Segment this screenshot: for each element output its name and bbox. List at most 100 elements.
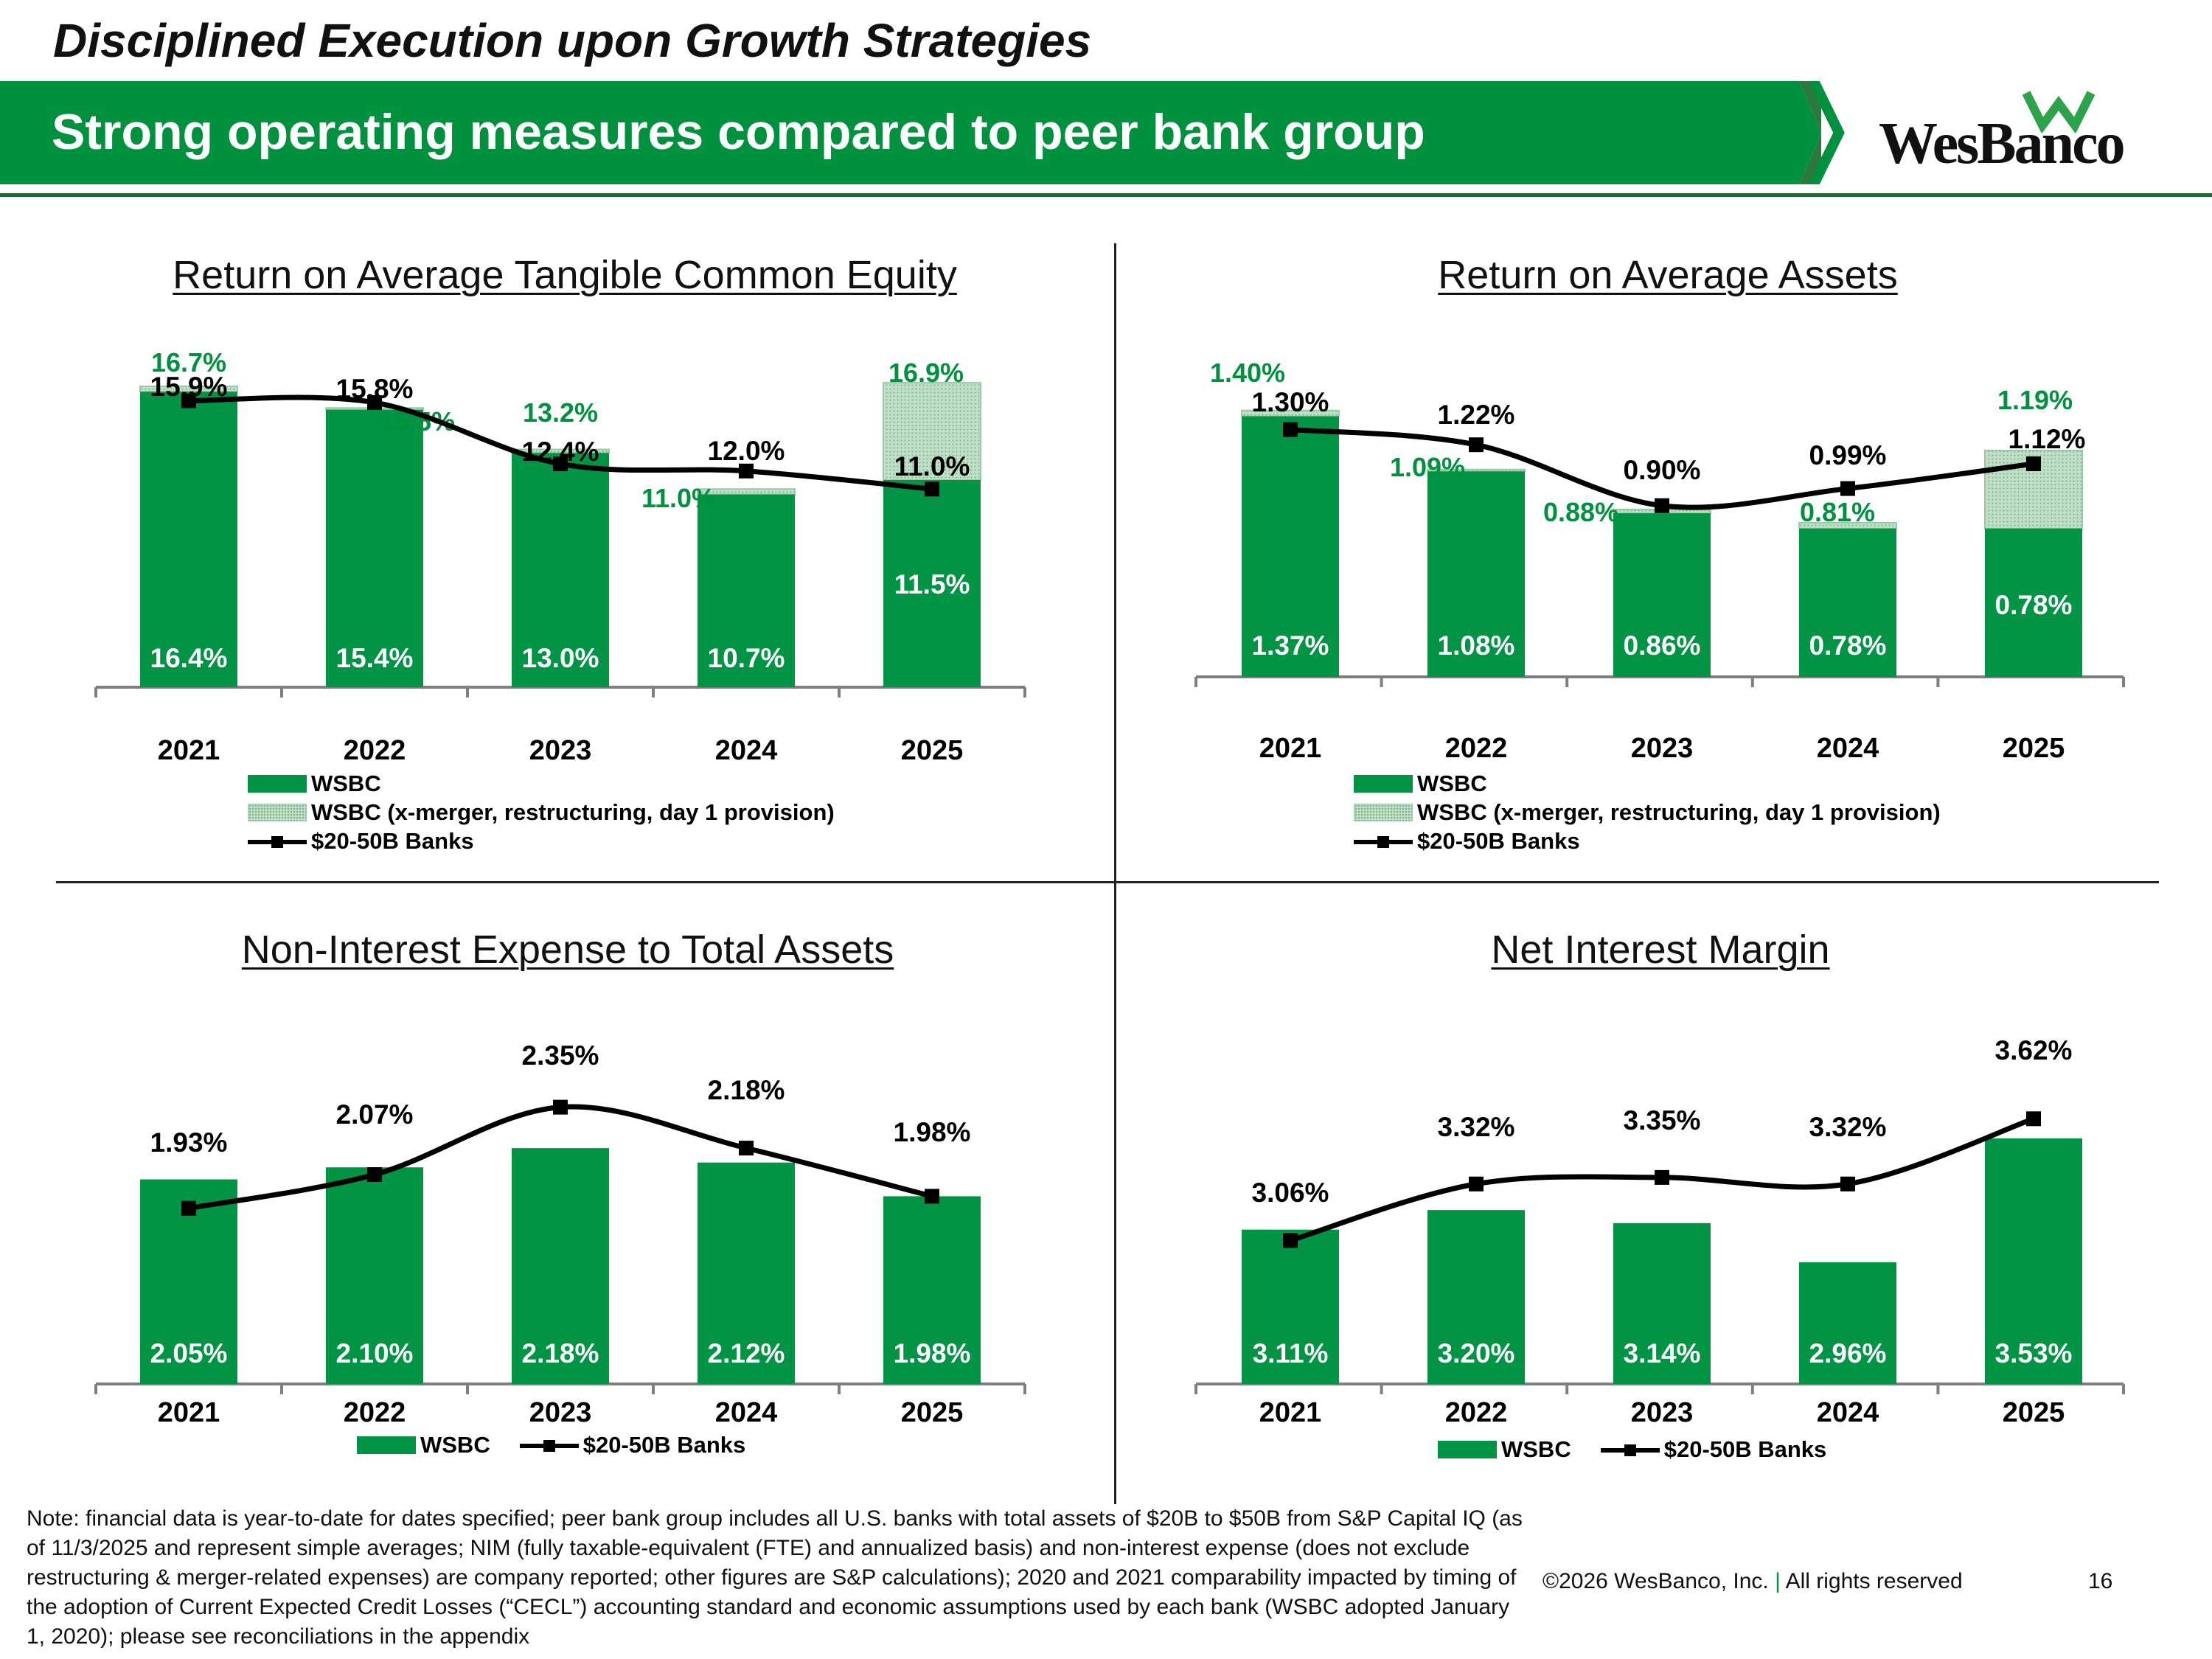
adjusted-data-label: 0.81% xyxy=(1800,497,1875,527)
peer-marker xyxy=(1655,1169,1669,1185)
wsbc-data-label: 11.5% xyxy=(894,569,970,599)
peer-marker xyxy=(925,481,939,497)
footnote: Note: financial data is year-to-date for… xyxy=(27,1506,1523,1649)
peer-marker xyxy=(181,1200,196,1216)
legend-item-peers: $20-50B Banks xyxy=(582,1431,746,1458)
footer-separator: | xyxy=(1775,1569,1781,1593)
category-label: 2024 xyxy=(715,735,778,766)
category-label: 2021 xyxy=(1259,733,1322,764)
wsbc-data-label: 3.14% xyxy=(1624,1338,1701,1368)
peer-marker xyxy=(1283,422,1298,437)
adjusted-data-label: 1.19% xyxy=(1997,385,2073,415)
adjusted-data-label: 1.09% xyxy=(1390,452,1465,482)
wsbc-data-label: 3.11% xyxy=(1253,1338,1329,1368)
wsbc-bar xyxy=(1242,1229,1339,1384)
wsbc-bar xyxy=(1242,416,1339,677)
wsbc-bar xyxy=(883,1196,981,1384)
category-label: 2024 xyxy=(1817,733,1879,764)
peer-marker xyxy=(739,463,754,479)
wsbc-bar xyxy=(512,453,609,687)
adjusted-data-label: 16.7% xyxy=(151,347,226,378)
legend-swatch-wsbc xyxy=(357,1436,416,1454)
category-label: 2021 xyxy=(1259,1397,1322,1428)
wsbc-data-label: 3.20% xyxy=(1438,1338,1515,1368)
legend-swatch-adjusted xyxy=(1354,803,1413,821)
category-label: 2025 xyxy=(2003,733,2065,764)
peer-data-label: 12.0% xyxy=(708,436,785,466)
peer-marker xyxy=(1283,1233,1298,1248)
nim-legend: WSBC $20-50B Banks xyxy=(1438,1435,1826,1464)
wsbc-bar xyxy=(1985,528,2082,677)
peer-marker xyxy=(367,394,382,410)
wsbc-bar xyxy=(1799,1262,1896,1384)
legend-item-wsbc-adjusted: WSBC (x-merger, restructuring, day 1 pro… xyxy=(248,798,835,827)
category-label: 2024 xyxy=(715,1397,778,1428)
company-logo: WesBanco xyxy=(1879,111,2126,176)
wsbc-bar xyxy=(1427,1210,1525,1384)
legend-item-peers: $20-50B Banks xyxy=(248,827,835,855)
category-label: 2021 xyxy=(158,1397,220,1428)
wsbc-data-label: 10.7% xyxy=(708,643,785,673)
wsbc-bar xyxy=(326,409,423,687)
wsbc-bar xyxy=(698,494,795,687)
peer-marker xyxy=(2026,1111,2041,1127)
legend-item-wsbc: WSBC xyxy=(1354,769,1941,798)
wsbc-bar xyxy=(883,480,981,687)
category-label: 2025 xyxy=(2003,1397,2065,1428)
peer-data-label: 3.35% xyxy=(1624,1105,1701,1135)
nie-legend: WSBC $20-50B Banks xyxy=(357,1430,745,1459)
legend-item-wsbc: WSBC xyxy=(1501,1436,1571,1462)
banner-chevron-icon xyxy=(1809,81,1845,184)
wsbc-bar xyxy=(140,392,237,687)
legend-item-peers: $20-50B Banks xyxy=(1663,1436,1827,1462)
rotce-legend: WSBC WSBC (x-merger, restructuring, day … xyxy=(248,769,835,855)
wsbc-data-label: 13.0% xyxy=(522,643,599,673)
peer-data-label: 1.98% xyxy=(894,1117,971,1147)
legend-swatch-wsbc xyxy=(1438,1440,1497,1458)
category-label: 2023 xyxy=(1631,733,1694,764)
roaa-chart-title: Return on Average Assets xyxy=(1438,253,1898,297)
nim-chart-title: Net Interest Margin xyxy=(1491,928,1830,972)
peer-data-label: 2.18% xyxy=(708,1075,785,1105)
category-label: 2022 xyxy=(1445,733,1508,764)
wsbc-data-label: 3.53% xyxy=(1995,1338,2073,1368)
wsbc-data-label: 0.78% xyxy=(1809,630,1887,661)
legend-swatch-peers xyxy=(248,832,307,850)
peer-marker xyxy=(181,393,196,408)
peer-data-label: 3.32% xyxy=(1809,1112,1887,1142)
wsbc-data-label: 2.10% xyxy=(336,1338,414,1368)
legend-swatch-peers xyxy=(519,1436,579,1454)
wsbc-data-label: 1.37% xyxy=(1252,630,1329,661)
category-label: 2023 xyxy=(529,735,592,766)
peer-marker xyxy=(553,456,568,472)
adjusted-data-label: 16.9% xyxy=(888,358,964,388)
category-label: 2024 xyxy=(1817,1397,1879,1428)
peer-data-label: 3.32% xyxy=(1438,1112,1515,1142)
wsbc-bar xyxy=(326,1167,423,1384)
wsbc-bar xyxy=(1613,1222,1711,1384)
wsbc-data-label: 1.08% xyxy=(1438,630,1515,661)
copyright: ©2026 WesBanco, Inc. | All rights reserv… xyxy=(1543,1569,1963,1593)
wsbc-data-label: 0.86% xyxy=(1624,630,1701,661)
wsbc-data-label: 2.96% xyxy=(1809,1338,1887,1368)
section-title: Disciplined Execution upon Growth Strate… xyxy=(53,14,1092,67)
legend-item-wsbc: WSBC xyxy=(248,769,835,798)
peer-marker xyxy=(925,1189,939,1204)
peer-data-label: 3.06% xyxy=(1252,1178,1329,1208)
header-rule xyxy=(0,193,2212,197)
adjusted-data-label: 13.2% xyxy=(523,397,598,428)
wsbc-bar xyxy=(1427,471,1525,677)
page-number: 16 xyxy=(2088,1569,2113,1593)
peer-data-label: 0.99% xyxy=(1809,440,1887,470)
peer-marker xyxy=(553,1099,568,1115)
legend-swatch-adjusted xyxy=(248,803,307,821)
category-label: 2025 xyxy=(901,1397,964,1428)
quadrant-divider-vertical xyxy=(1114,243,1116,1504)
page-title: Strong operating measures compared to pe… xyxy=(52,104,1425,160)
peer-marker xyxy=(367,1167,382,1183)
wesbanco-logo-icon xyxy=(2022,91,2096,133)
peer-marker xyxy=(1840,481,1855,496)
peer-marker xyxy=(1840,1176,1855,1192)
peer-marker xyxy=(1469,1176,1484,1192)
peer-data-label: 2.07% xyxy=(336,1099,414,1130)
